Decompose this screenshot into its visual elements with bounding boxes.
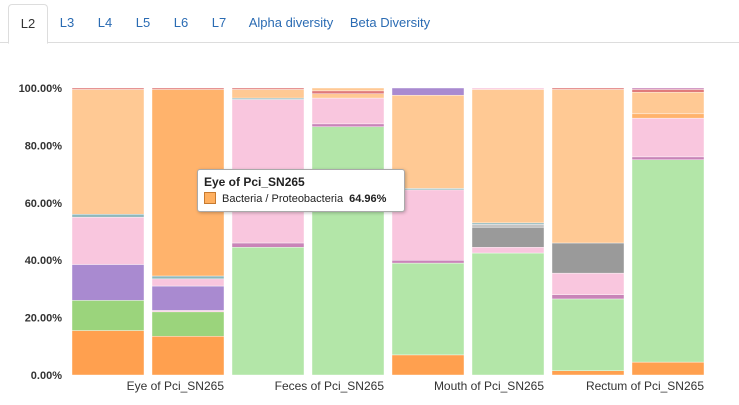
bar-segment[interactable] [391,87,465,96]
bar-segment[interactable] [311,87,385,92]
tab-beta-diversity[interactable]: Beta Diversity [349,15,431,30]
tooltip-title: Eye of Pci_SN265 [204,175,305,189]
bar-segment[interactable] [71,214,145,218]
bar-segment[interactable] [551,272,625,295]
bar-segment[interactable] [151,278,225,287]
tab-alpha-diversity[interactable]: Alpha diversity [248,15,334,30]
bar-segment[interactable] [631,159,705,363]
bar-segment[interactable] [71,89,145,215]
bar-segment[interactable] [391,354,465,376]
x-tick-label: Mouth of Pci_SN265 [434,379,544,393]
bar-segment[interactable] [71,216,145,265]
bar-segment[interactable] [631,92,705,115]
bar-segment[interactable] [71,330,145,376]
x-tick-label: Rectum of Pci_SN265 [586,379,704,393]
tooltip-swatch [204,192,216,204]
bar-segment[interactable] [231,87,305,90]
bar-segment[interactable] [551,242,625,274]
bar-segment[interactable] [231,242,305,248]
bar-segment[interactable] [631,89,705,93]
tab-l2[interactable]: L2 [8,4,48,44]
bar-segment[interactable] [231,247,305,376]
bar-segment[interactable] [151,275,225,280]
bar-segment[interactable] [471,226,545,248]
bar-segment[interactable] [231,97,305,100]
bar-segment[interactable] [471,247,545,254]
tab-bar: L2 L3 L4 L5 L6 L7 Alpha diversity Beta D… [0,0,739,44]
bar-segment[interactable] [631,361,705,376]
bar-segment[interactable] [151,310,225,313]
bar-segment[interactable] [311,90,385,94]
tab-l6[interactable]: L6 [173,15,189,30]
chart-tooltip: Eye of Pci_SN265 Bacteria / Proteobacter… [197,169,405,212]
bar-segment[interactable] [631,156,705,160]
bar-segment[interactable] [391,260,465,264]
bar-segment[interactable] [311,97,385,125]
bar-segment[interactable] [311,123,385,127]
bar-segment[interactable] [71,300,145,331]
y-tick-label: 20.00% [25,313,63,325]
x-tick-label: Feces of Pci_SN265 [275,379,385,393]
bar-segment[interactable] [551,294,625,300]
tab-l5[interactable]: L5 [135,15,151,30]
tab-l3[interactable]: L3 [59,15,75,30]
tooltip-series-label: Bacteria / Proteobacteria [222,193,344,205]
bar-segment[interactable] [231,89,305,99]
bar-segment[interactable] [471,252,545,376]
bar-segment[interactable] [551,89,625,244]
bar-segment[interactable] [551,87,625,90]
bar-segment[interactable] [631,87,705,90]
tab-l7[interactable]: L7 [211,15,227,30]
bar-segment[interactable] [151,285,225,311]
y-tick-label: 80.00% [25,140,63,152]
tooltip-value: 64.96% [349,193,387,205]
tab-l4[interactable]: L4 [97,15,113,30]
bar-segment[interactable] [551,298,625,371]
bar-segment[interactable] [631,113,705,119]
y-tick-label: 100.00% [19,83,63,95]
stacked-bar-chart: 0.00% 20.00% 40.00% 60.00% 80.00% 100.00% Eye … [19,83,705,393]
bar-segment[interactable] [71,264,145,301]
y-tick-label: 60.00% [25,198,63,210]
bar-segment[interactable] [311,126,385,376]
bar-segment[interactable] [391,262,465,356]
y-tick-label: 0.00% [31,370,62,382]
bar-segment[interactable] [631,117,705,158]
tooltip-row: Bacteria / Proteobacteria 64.96% [204,192,386,205]
bar-segment[interactable] [471,89,545,224]
y-tick-label: 40.00% [25,255,63,267]
bar-segment[interactable] [311,93,385,99]
bar-segment[interactable] [471,87,545,90]
bar-segment[interactable] [151,87,225,90]
bar-segment[interactable] [471,224,545,228]
bar-segment[interactable] [71,87,145,90]
bar-segment[interactable] [551,370,625,376]
bar-segment[interactable] [151,311,225,337]
bar-segment[interactable] [471,222,545,225]
bar-segment[interactable] [151,336,225,376]
x-tick-label: Eye of Pci_SN265 [127,379,225,393]
